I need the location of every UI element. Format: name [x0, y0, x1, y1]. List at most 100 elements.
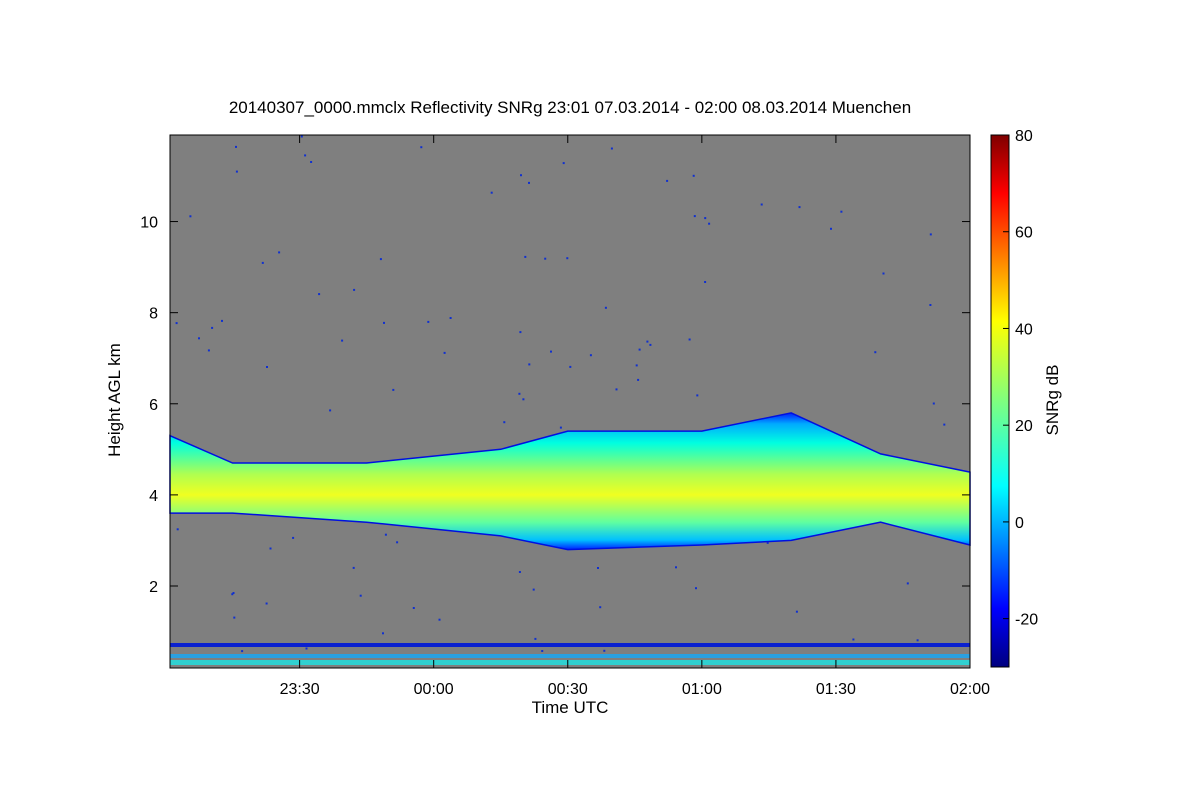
y-tick-label: 4 — [149, 488, 158, 505]
colorbar-axis: -20 0 20 40 60 80 — [1003, 128, 1038, 629]
noise-speckle — [589, 354, 592, 357]
y-axis-label: Height AGL km — [105, 343, 124, 457]
noise-speckle — [610, 147, 613, 150]
noise-speckle — [518, 392, 521, 395]
noise-speckle — [232, 592, 235, 594]
chart-title: 20140307_0000.mmclx Reflectivity SNRg 23… — [228, 98, 912, 117]
noise-speckle — [840, 210, 843, 213]
ground-clutter — [170, 643, 970, 665]
y-tick-label: 8 — [149, 306, 158, 323]
noise-speckle — [382, 632, 384, 635]
colorbar-tick-label: 40 — [1015, 321, 1033, 338]
noise-speckle — [695, 587, 697, 590]
noise-speckle — [231, 593, 234, 596]
noise-speckle — [189, 215, 192, 218]
x-tick-label: 01:00 — [682, 681, 722, 698]
noise-speckle — [412, 607, 415, 609]
noise-speckle — [221, 319, 223, 322]
noise-speckle — [518, 571, 521, 573]
noise-speckle — [198, 337, 200, 340]
noise-speckle — [666, 179, 669, 182]
noise-speckle — [524, 255, 527, 258]
y-tick-label: 2 — [149, 579, 158, 596]
noise-speckle — [637, 378, 640, 381]
noise-speckle — [269, 547, 272, 550]
noise-speckle — [830, 227, 832, 230]
noise-speckle — [929, 233, 932, 236]
noise-speckle — [708, 222, 711, 225]
noise-speckle — [569, 365, 572, 368]
noise-speckle — [241, 650, 244, 653]
noise-speckle — [760, 203, 763, 206]
plot-frame — [169, 134, 971, 669]
noise-speckle — [420, 146, 423, 149]
noise-speckle — [692, 174, 695, 177]
noise-speckle — [943, 423, 946, 426]
noise-speckle — [929, 304, 932, 306]
x-tick-label: 23:30 — [280, 681, 320, 698]
noise-speckle — [292, 536, 295, 539]
noise-speckle — [520, 174, 522, 177]
noise-speckle — [534, 637, 537, 640]
noise-speckle — [207, 349, 210, 352]
noise-speckle — [310, 161, 313, 163]
noise-speckle — [384, 533, 387, 536]
noise-speckle — [438, 618, 441, 621]
x-tick-label: 00:30 — [548, 681, 588, 698]
noise-speckle — [235, 170, 238, 173]
clutter-band — [170, 654, 970, 658]
noise-speckle — [396, 541, 399, 544]
noise-speckle — [449, 317, 452, 319]
noise-speckle — [704, 217, 707, 220]
colorbar-tick-label: 0 — [1015, 515, 1024, 532]
noise-speckle — [300, 135, 303, 138]
plot-background — [170, 135, 970, 668]
noise-speckle — [932, 402, 935, 405]
colorbar-label: SNRg dB — [1043, 364, 1062, 436]
noise-speckle — [646, 340, 649, 343]
noise-speckle — [532, 588, 535, 591]
noise-speckle — [392, 388, 395, 391]
noise-speckle — [597, 567, 599, 569]
noise-speckle — [874, 351, 877, 354]
noise-speckle — [359, 594, 362, 597]
x-tick-label: 01:30 — [816, 681, 856, 698]
noise-speckle — [798, 206, 801, 209]
noise-speckle — [278, 251, 281, 254]
colorbar-tick-label: 20 — [1015, 418, 1033, 435]
y-axis: 2 4 6 8 10 — [140, 215, 970, 596]
noise-speckle — [675, 566, 677, 569]
x-axis: 23:30 00:00 00:30 01:00 01:30 02:00 — [280, 135, 990, 698]
noise-speckle — [352, 566, 355, 569]
x-tick-label: 02:00 — [950, 681, 990, 698]
noise-speckle — [693, 215, 696, 218]
noise-speckle — [550, 350, 552, 353]
noise-speckle — [704, 281, 707, 283]
noise-speckle — [638, 348, 641, 351]
colorbar-tick-label: 80 — [1015, 128, 1033, 145]
noise-speckle — [522, 398, 525, 401]
noise-speckle — [443, 351, 446, 354]
noise-speckle — [265, 602, 268, 605]
clutter-band — [170, 660, 970, 665]
noise-speckle — [544, 257, 547, 260]
noise-speckle — [615, 388, 618, 391]
noise-speckle — [383, 321, 385, 324]
noise-speckle — [341, 339, 344, 342]
noise-speckle — [766, 541, 769, 544]
noise-speckle — [882, 272, 885, 275]
noise-speckle — [528, 181, 530, 184]
colorbar — [990, 134, 1010, 668]
noise-speckle — [566, 257, 569, 260]
noise-speckle — [176, 528, 179, 531]
noise-speckle — [599, 606, 602, 609]
y-tick-label: 6 — [149, 397, 158, 414]
noise-speckle — [519, 331, 522, 334]
noise-speckle — [233, 616, 236, 619]
noise-speckle — [318, 293, 321, 296]
noise-speckle — [211, 326, 214, 329]
noise-speckle — [688, 338, 691, 341]
noise-speckle — [235, 145, 237, 148]
noise-speckle — [562, 162, 565, 165]
